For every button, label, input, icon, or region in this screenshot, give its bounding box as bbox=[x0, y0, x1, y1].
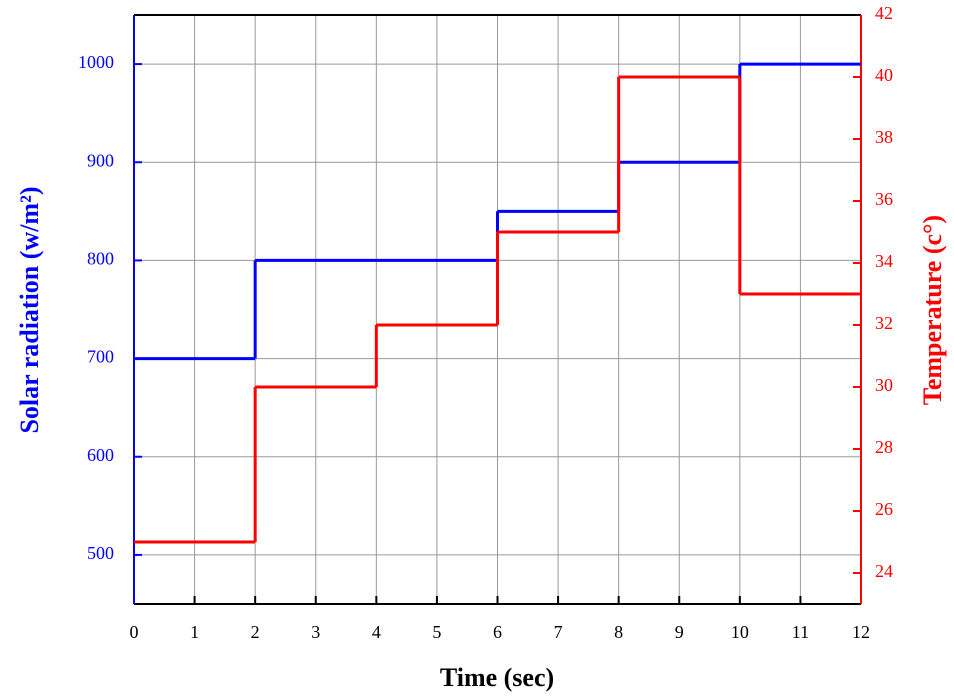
x-tick-label: 0 bbox=[130, 622, 139, 642]
page: {"chart_data": {"type": "step", "x": [0,… bbox=[0, 0, 954, 700]
x-tick-label: 9 bbox=[675, 622, 684, 642]
x-tick-label: 3 bbox=[311, 622, 320, 642]
x-tick-label: 7 bbox=[554, 622, 563, 642]
y-tick-label: 700 bbox=[87, 347, 114, 367]
y2-tick-label: 26 bbox=[875, 499, 893, 519]
y-tick-label: 600 bbox=[87, 445, 114, 465]
x-tick-label: 2 bbox=[251, 622, 260, 642]
y-tick-label: 800 bbox=[87, 249, 114, 269]
y2-tick-label: 24 bbox=[875, 561, 893, 581]
x-axis-title: Time (sec) bbox=[440, 663, 554, 692]
x-tick-label: 4 bbox=[372, 622, 381, 642]
y2-axis-title: Temperature (c°) bbox=[918, 215, 947, 405]
y-tick-label: 1000 bbox=[78, 52, 114, 72]
x-tick-label: 6 bbox=[493, 622, 502, 642]
y2-tick-label: 40 bbox=[875, 65, 893, 85]
y2-tick-label: 28 bbox=[875, 437, 893, 457]
y2-tick-label: 34 bbox=[875, 251, 893, 271]
x-tick-label: 5 bbox=[432, 622, 441, 642]
y2-tick-label: 36 bbox=[875, 189, 893, 209]
x-tick-label: 12 bbox=[852, 622, 870, 642]
y-tick-label: 500 bbox=[87, 543, 114, 563]
y2-tick-label: 32 bbox=[875, 313, 893, 333]
x-tick-label: 10 bbox=[731, 622, 749, 642]
y2-tick-label: 42 bbox=[875, 3, 893, 23]
y-axis-title: Solar radiation (w/m²) bbox=[15, 186, 44, 433]
y2-tick-label: 38 bbox=[875, 127, 893, 147]
y-tick-label: 900 bbox=[87, 150, 114, 170]
x-tick-label: 8 bbox=[614, 622, 623, 642]
y2-tick-label: 30 bbox=[875, 375, 893, 395]
x-tick-label: 11 bbox=[792, 622, 809, 642]
x-tick-label: 1 bbox=[190, 622, 199, 642]
chart: Time (sec) Solar radiation (w/m²) Temper… bbox=[0, 0, 954, 700]
